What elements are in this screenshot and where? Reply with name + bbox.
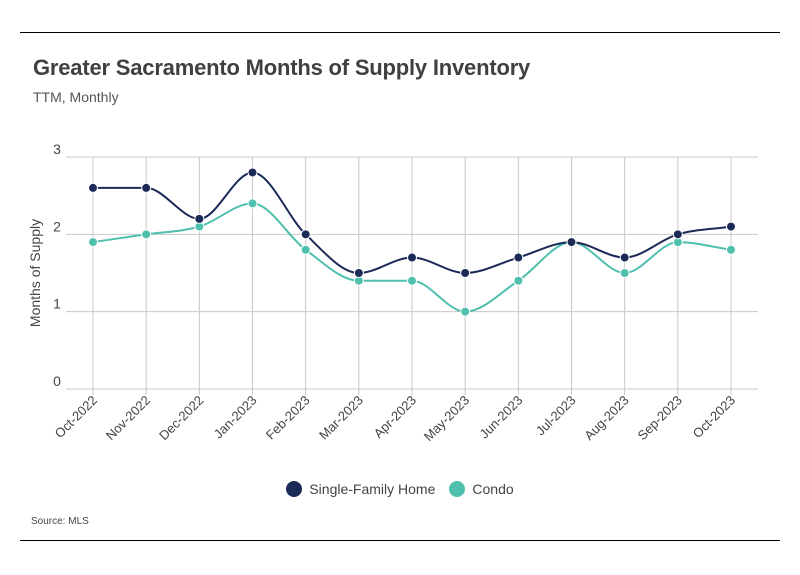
point-single-family-7 xyxy=(460,268,471,278)
point-condo-1 xyxy=(141,229,152,240)
legend-label-single-family: Single-Family Home xyxy=(309,481,436,497)
point-condo-4 xyxy=(300,244,311,255)
chart-subtitle: TTM, Monthly xyxy=(33,89,119,105)
point-single-family-0 xyxy=(88,182,98,193)
point-single-family-1 xyxy=(141,182,152,193)
x-tick-label-11: Sep-2023 xyxy=(634,393,684,443)
point-single-family-3 xyxy=(247,167,258,178)
x-tick-label-12: Oct-2023 xyxy=(690,393,738,441)
x-tick-label-3: Jan-2023 xyxy=(211,393,260,442)
x-tick-label-6: Apr-2023 xyxy=(371,393,419,441)
point-condo-7 xyxy=(460,306,471,317)
point-condo-8 xyxy=(513,275,524,286)
point-single-family-6 xyxy=(407,252,417,263)
x-tick-label-5: Mar-2023 xyxy=(316,393,366,443)
chart-title: Greater Sacramento Months of Supply Inve… xyxy=(33,55,531,80)
y-tick-label-1: 1 xyxy=(53,296,61,312)
point-single-family-2 xyxy=(194,213,205,224)
legend-item-condo[interactable]: Condo xyxy=(449,481,514,497)
x-tick-label-8: Jun-2023 xyxy=(477,393,526,442)
x-tick-label-2: Dec-2022 xyxy=(156,393,206,443)
point-condo-6 xyxy=(407,275,417,286)
point-condo-12 xyxy=(726,244,736,255)
legend: Single-Family Home Condo xyxy=(0,481,800,497)
legend-swatch-single-family xyxy=(286,481,303,497)
point-single-family-4 xyxy=(300,229,311,240)
x-tick-label-7: May-2023 xyxy=(421,393,472,444)
point-single-family-5 xyxy=(353,268,364,278)
source-note: Source: MLS xyxy=(31,516,89,527)
top-rule xyxy=(20,32,780,33)
point-single-family-8 xyxy=(513,252,524,263)
point-single-family-12 xyxy=(726,221,736,232)
point-single-family-9 xyxy=(566,237,577,248)
x-tick-label-1: Nov-2022 xyxy=(103,393,153,443)
legend-item-single-family[interactable]: Single-Family Home xyxy=(286,481,435,497)
y-tick-label-2: 2 xyxy=(53,218,61,234)
x-tick-label-10: Aug-2023 xyxy=(581,393,631,443)
x-tick-label-0: Oct-2022 xyxy=(52,393,100,441)
point-single-family-10 xyxy=(619,252,630,263)
legend-swatch-condo xyxy=(449,481,466,497)
y-axis-label: Months of Supply xyxy=(27,219,43,327)
x-tick-label-9: Jul-2023 xyxy=(533,393,579,439)
legend-label-condo: Condo xyxy=(472,481,514,497)
point-single-family-11 xyxy=(672,229,683,240)
bottom-rule xyxy=(20,540,780,541)
y-tick-label-0: 0 xyxy=(53,373,61,389)
x-tick-label-4: Feb-2023 xyxy=(263,393,313,443)
point-condo-10 xyxy=(619,268,630,278)
point-condo-3 xyxy=(247,198,258,209)
y-tick-label-3: 3 xyxy=(53,141,61,157)
point-condo-0 xyxy=(88,237,98,248)
